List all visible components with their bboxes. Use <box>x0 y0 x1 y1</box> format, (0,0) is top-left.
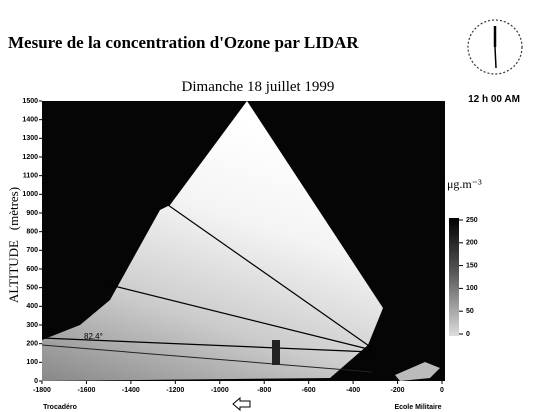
y-tick-label: 1000 <box>22 191 38 198</box>
x-tick-label: -1600 <box>77 387 95 394</box>
y-tick-label: 1400 <box>22 117 38 124</box>
x-tick-label: -1800 <box>33 387 51 394</box>
x-tick-label: -800 <box>257 387 271 394</box>
x-tick-label: -1400 <box>122 387 140 394</box>
clock-time: 12 h 00 AM <box>468 94 520 105</box>
y-tick-label: 800 <box>26 229 38 236</box>
y-tick-label: 600 <box>26 266 38 273</box>
colorbar-label: μg.m⁻³ <box>447 177 482 191</box>
clock <box>468 20 522 74</box>
x-tick-label: -200 <box>391 387 405 394</box>
chart-subtitle: Dimanche 18 juillet 1999 <box>182 79 335 95</box>
colorbar <box>449 218 459 336</box>
y-tick-label: 1100 <box>23 173 38 180</box>
colorbar-tick-label: 200 <box>466 240 478 247</box>
x-tick-label: 0 <box>440 387 444 394</box>
direction-arrow <box>233 398 250 410</box>
x-tick-label: -1200 <box>166 387 184 394</box>
y-tick-label: 1300 <box>22 135 38 142</box>
y-tick-label: 900 <box>26 210 38 217</box>
y-tick-label: 500 <box>26 285 38 292</box>
x-tick-label: -600 <box>302 387 316 394</box>
x-label-right: Ecole Militaire <box>394 404 441 411</box>
chart: Mesure de la concentration d'Ozone par L… <box>0 0 541 412</box>
y-tick-label: 100 <box>26 359 38 366</box>
y-tick-label: 1200 <box>22 154 38 161</box>
chart-title: Mesure de la concentration d'Ozone par L… <box>8 33 359 52</box>
y-axis-label: ALTITUDE (mètres) <box>6 187 21 303</box>
y-tick-label: 300 <box>26 322 38 329</box>
x-tick-label: -400 <box>346 387 360 394</box>
colorbar-tick-label: 150 <box>466 262 478 269</box>
colorbar-tick-label: 100 <box>466 285 478 292</box>
colorbar-tick-label: 50 <box>466 308 474 315</box>
y-tick-label: 1500 <box>22 98 38 105</box>
y-tick-label: 0 <box>34 378 38 385</box>
x-label-left: Trocadéro <box>43 404 77 411</box>
y-tick-label: 400 <box>26 303 38 310</box>
colorbar-tick-label: 250 <box>466 217 478 224</box>
colorbar-tick-label: 0 <box>466 331 470 338</box>
annotation: 82.4° <box>84 332 103 341</box>
y-tick-label: 700 <box>26 247 38 254</box>
y-tick-label: 200 <box>26 341 38 348</box>
x-tick-label: -1000 <box>211 387 229 394</box>
